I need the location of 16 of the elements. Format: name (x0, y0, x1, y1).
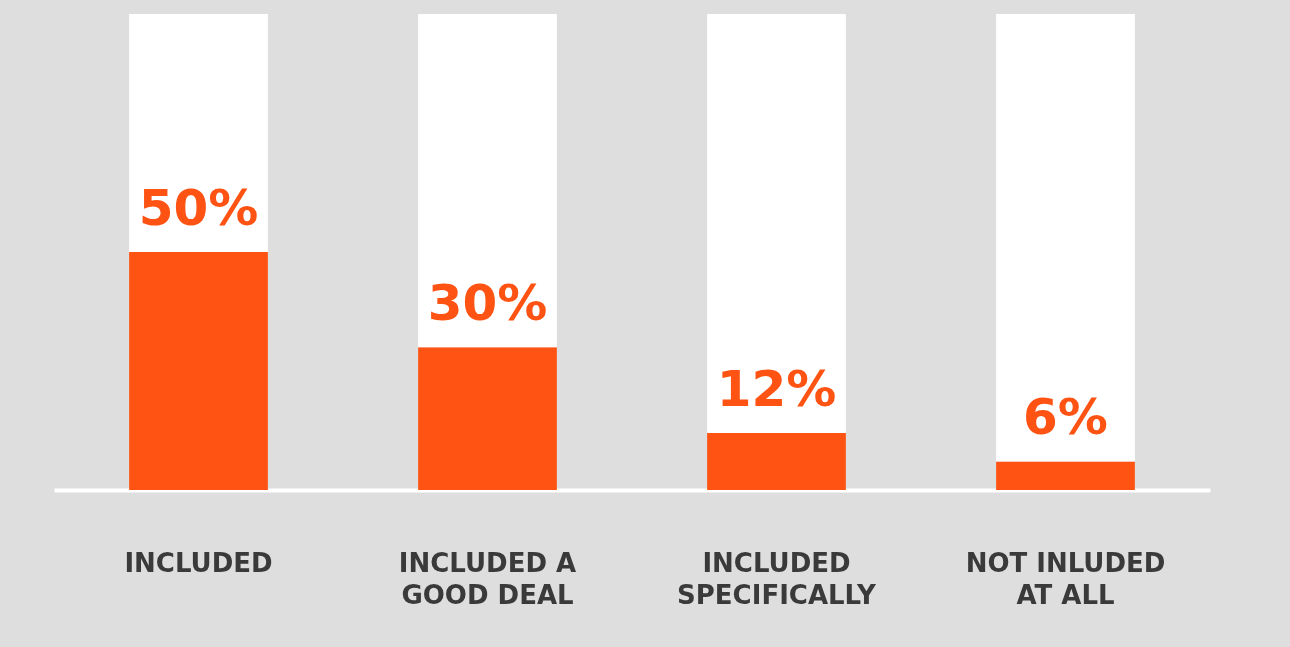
bar (707, 432, 846, 490)
data-label: 50% (138, 179, 259, 237)
data-label: 6% (1023, 388, 1108, 447)
bar (418, 14, 557, 348)
bar (129, 252, 268, 490)
bar (418, 347, 557, 490)
x-tick-label: INCLUDED (124, 547, 273, 578)
x-tick-label: INCLUDED SPECIFICALLY (677, 547, 878, 610)
bar (996, 14, 1135, 462)
x-tick-label: INCLUDED A GOOD DEAL (398, 547, 577, 610)
x-tick-label: NOT INLUDED AT ALL (965, 547, 1166, 610)
data-label: 12% (716, 359, 837, 418)
bar (996, 461, 1135, 490)
bar (129, 14, 268, 252)
bar (707, 14, 846, 433)
data-label: 30% (427, 274, 548, 333)
